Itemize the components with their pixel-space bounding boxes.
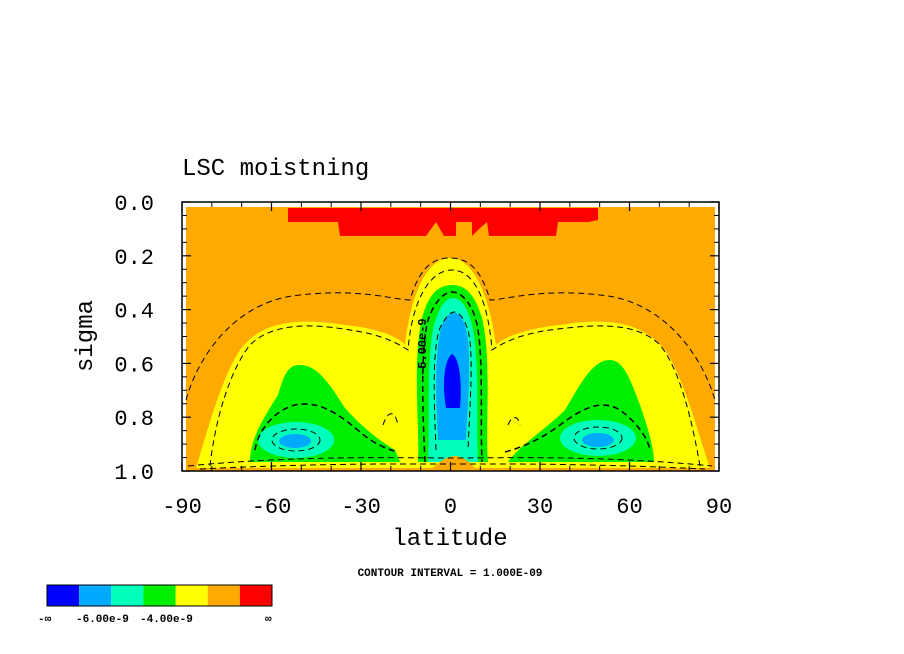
x-tick-label: 90 bbox=[706, 495, 732, 520]
contour-line-outer bbox=[185, 257, 716, 401]
contour-line-12 bbox=[507, 417, 521, 426]
x-tick-label: 0 bbox=[444, 495, 457, 520]
y-tick-label: 1.0 bbox=[114, 461, 154, 486]
contour-line-9 bbox=[271, 428, 321, 452]
y-tick-label: 0.4 bbox=[114, 300, 154, 325]
colorbar-label-min: -∞ bbox=[38, 614, 52, 626]
colorbar-swatch bbox=[207, 585, 240, 606]
colorbar-swatch bbox=[47, 585, 80, 606]
chart-title: LSC moistning bbox=[182, 156, 369, 183]
colorbar-label-2: -4.00e-9 bbox=[140, 614, 193, 626]
contour-annotation: -5.00e-9 bbox=[416, 318, 430, 376]
y-tick-label: 0.6 bbox=[114, 353, 154, 378]
colorbar-swatch bbox=[143, 585, 176, 606]
colorbar-swatch bbox=[175, 585, 208, 606]
contour-interval-footer: CONTOUR INTERVAL = 1.000E-09 bbox=[358, 568, 543, 580]
colorbar-swatch bbox=[239, 585, 272, 606]
x-tick-label: 60 bbox=[616, 495, 642, 520]
y-tick-label: 0.2 bbox=[114, 246, 154, 271]
contour-line-6 bbox=[433, 311, 472, 451]
y-tick-label: 0.0 bbox=[114, 192, 154, 217]
contour-region-red bbox=[288, 208, 598, 236]
colorbar-label-max: ∞ bbox=[265, 614, 272, 626]
contour-line-2 bbox=[209, 269, 701, 467]
x-tick-label: 30 bbox=[527, 495, 553, 520]
x-tick-label: -60 bbox=[252, 495, 292, 520]
contour-region-blue-core bbox=[444, 354, 461, 408]
contour-line-3 bbox=[254, 403, 399, 453]
y-tick-label: 0.8 bbox=[114, 407, 154, 432]
contour-line-11 bbox=[382, 413, 399, 426]
x-tick-label: -30 bbox=[341, 495, 381, 520]
x-tick-label: -90 bbox=[162, 495, 202, 520]
colorbar-swatch bbox=[79, 585, 112, 606]
colorbar bbox=[46, 584, 273, 607]
colorbar-frame bbox=[46, 584, 273, 607]
y-axis: 0.0 0.2 0.4 0.6 0.8 1.0 bbox=[114, 192, 719, 486]
x-axis: -90 -60 -30 0 30 60 90 bbox=[162, 202, 732, 520]
colorbar-label-1: -6.00e-9 bbox=[76, 614, 129, 626]
contour-line-10 bbox=[573, 426, 623, 450]
contour-region-lightblue-right bbox=[582, 433, 614, 447]
colorbar-labels: -∞ -6.00e-9 -4.00e-9 ∞ bbox=[38, 614, 272, 626]
contour-region-lightblue-left bbox=[279, 434, 311, 448]
contour-fill-group bbox=[185, 207, 716, 471]
contour-line-7 bbox=[187, 457, 713, 467]
y-axis-label: sigma bbox=[73, 300, 100, 372]
contour-line-5 bbox=[422, 291, 483, 463]
colorbar-swatch bbox=[111, 585, 144, 606]
x-axis-label: latitude bbox=[392, 526, 507, 553]
